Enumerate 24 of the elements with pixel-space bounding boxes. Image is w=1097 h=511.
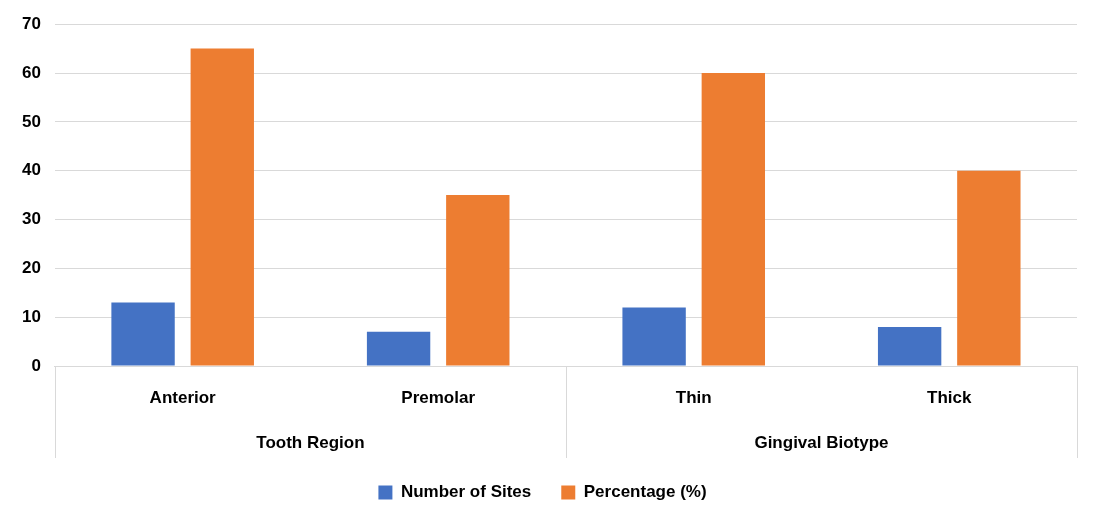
y-tick-label: 60 <box>21 62 41 82</box>
bar <box>957 170 1021 366</box>
bar <box>622 307 686 366</box>
bar <box>446 195 510 366</box>
y-tick-label: 40 <box>21 160 41 180</box>
bar <box>701 73 766 366</box>
text: Gingival Biotype <box>754 432 889 452</box>
bar <box>366 331 431 366</box>
x-tick-label: Thin <box>675 387 712 407</box>
text: Tooth Region <box>256 432 365 452</box>
bar <box>190 48 254 366</box>
x-tick-label: Thick <box>927 387 972 407</box>
bar <box>111 302 175 366</box>
x-tick-label: Anterior <box>149 387 217 407</box>
x-tick-label: Premolar <box>401 387 476 407</box>
y-tick-label: 30 <box>21 209 41 229</box>
y-tick-label: 10 <box>21 306 41 326</box>
y-tick-label: 50 <box>21 111 41 131</box>
y-tick-label: 70 <box>21 13 41 33</box>
y-tick-label: 20 <box>21 258 41 278</box>
bar <box>877 326 942 366</box>
legend-label: Percentage (%) <box>583 482 707 502</box>
y-tick-label: 0 <box>31 355 41 375</box>
legend-label: Number of Sites <box>400 482 532 502</box>
